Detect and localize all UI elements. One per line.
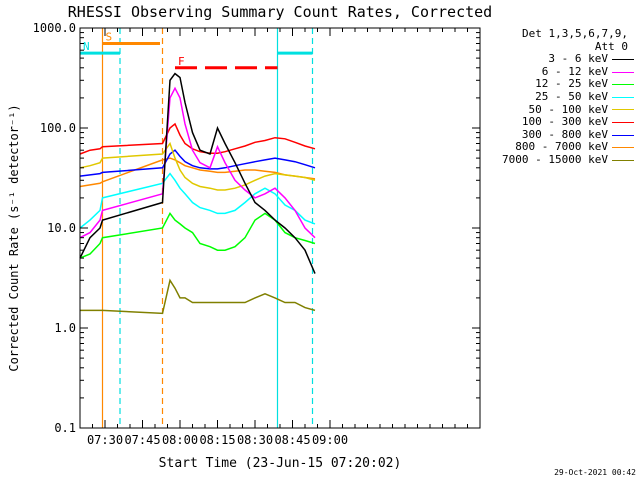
series-line-50-100-kev: [79, 141, 316, 191]
legend-entry: 25 - 50 keV: [486, 89, 634, 104]
x-tick-label: 07:30: [87, 433, 123, 447]
legend-entry: 800 - 7000 keV: [486, 141, 634, 154]
flag-label: S: [106, 30, 113, 43]
series-line-25-50-kev: [79, 172, 316, 229]
legend-swatch: [612, 134, 634, 136]
legend-entry: 6 - 12 keV: [486, 64, 634, 79]
x-tick-label: 08:30: [237, 433, 273, 447]
legend-swatch: [612, 71, 634, 73]
legend-entry: 300 - 800 keV: [486, 127, 634, 142]
series-line-800-7000-kev: [79, 157, 316, 188]
legend-entry-label: 300 - 800 keV: [521, 127, 608, 141]
chart-title: RHESSI Observing Summary Count Rates, Co…: [68, 3, 492, 21]
legend-swatch: [612, 96, 634, 98]
y-tick-label: 1000.0: [33, 21, 76, 35]
legend-entry-label: 7000 - 15000 keV: [502, 152, 608, 166]
legend-swatch: [612, 58, 634, 60]
legend-swatch: [612, 147, 634, 149]
x-tick-label: 08:00: [162, 433, 198, 447]
x-axis-label: Start Time (23-Jun-15 07:20:02): [159, 456, 402, 471]
legend-entry-label: 3 - 6 keV: [548, 52, 608, 66]
y-tick-label: 100.0: [40, 121, 76, 135]
y-tick-label: 0.1: [54, 421, 76, 435]
legend-swatch: [612, 121, 634, 123]
x-tick-label: 07:45: [124, 433, 160, 447]
plot-frame: [79, 27, 481, 429]
legend: Det 1,3,5,6,7,9, Att 0 3 - 6 keV 6 - 12 k…: [486, 27, 634, 167]
y-axis-label: Corrected Count Rate (s⁻¹ detector⁻¹): [7, 104, 21, 371]
series-line-100-300-kev: [79, 122, 316, 155]
legend-header-attenuator: Att 0: [594, 39, 628, 53]
x-tick-label: 08:45: [274, 433, 310, 447]
series-line-300-800-kev: [79, 149, 316, 177]
legend-entry-label: 100 - 300 keV: [521, 115, 608, 129]
x-tick-label: 09:00: [312, 433, 348, 447]
series-line-12-25-kev: [79, 211, 316, 259]
legend-entry: 100 - 300 keV: [486, 116, 634, 129]
legend-entry-label: 6 - 12 keV: [541, 64, 608, 78]
legend-entry: 7000 - 15000 keV: [486, 152, 634, 167]
legend-entry-label: 25 - 50 keV: [535, 89, 608, 103]
series-line-6-12-kev: [79, 86, 316, 239]
legend-entry: 50 - 100 keV: [486, 102, 634, 117]
y-tick-label: 10.0: [47, 221, 76, 235]
y-tick-label: 1.0: [54, 321, 76, 335]
legend-entry-label: 12 - 25 keV: [535, 77, 608, 91]
legend-swatch: [612, 84, 634, 86]
legend-entry-label: 50 - 100 keV: [528, 102, 608, 116]
legend-header-detectors: Det 1,3,5,6,7,9,: [522, 27, 628, 40]
legend-entry: 3 - 6 keV: [486, 53, 634, 66]
series-line-7000-15000-kev: [80, 278, 316, 315]
x-tick-label: 08:15: [199, 433, 235, 447]
generated-timestamp: 29-Oct-2021 00:42: [554, 468, 636, 477]
flag-label: N: [83, 40, 90, 53]
legend-swatch: [612, 159, 634, 161]
series-line-3-6-kev: [79, 72, 316, 274]
legend-entry-label: 800 - 7000 keV: [515, 140, 608, 154]
legend-entry: 12 - 25 keV: [486, 78, 634, 91]
legend-swatch: [612, 109, 634, 111]
flag-label: F: [178, 55, 185, 68]
